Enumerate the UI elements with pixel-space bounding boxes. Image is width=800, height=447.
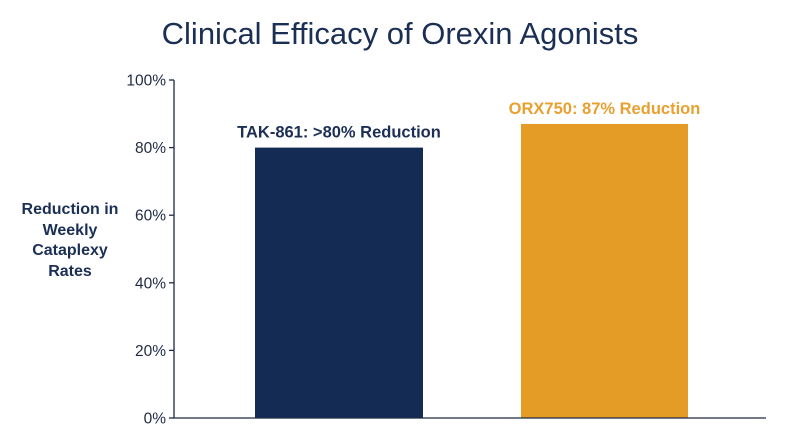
y-axis-label: Reduction in Weekly Cataplexy Rates [21,201,119,280]
bars-layer [255,123,688,418]
y-tick-label: 80% [135,140,166,157]
y-tick-label: 0% [144,411,167,428]
y-ticks: 0% 20% 40% 60% 80% 100% [126,73,174,428]
bar-data-label: TAK-861: >80% Reduction [237,124,441,142]
y-tick-label: 20% [135,343,166,360]
y-tick-label: 40% [135,275,166,292]
bar [521,123,688,418]
bar-labels: TAK-861: >80% Reduction ORX750: 87% Reduc… [237,100,700,142]
bar-data-label: ORX750: 87% Reduction [509,100,701,118]
chart-title: Clinical Efficacy of Orexin Agonists [161,16,639,51]
y-tick-label: 60% [135,208,166,225]
bar [255,147,423,418]
y-tick-label: 100% [126,73,166,90]
